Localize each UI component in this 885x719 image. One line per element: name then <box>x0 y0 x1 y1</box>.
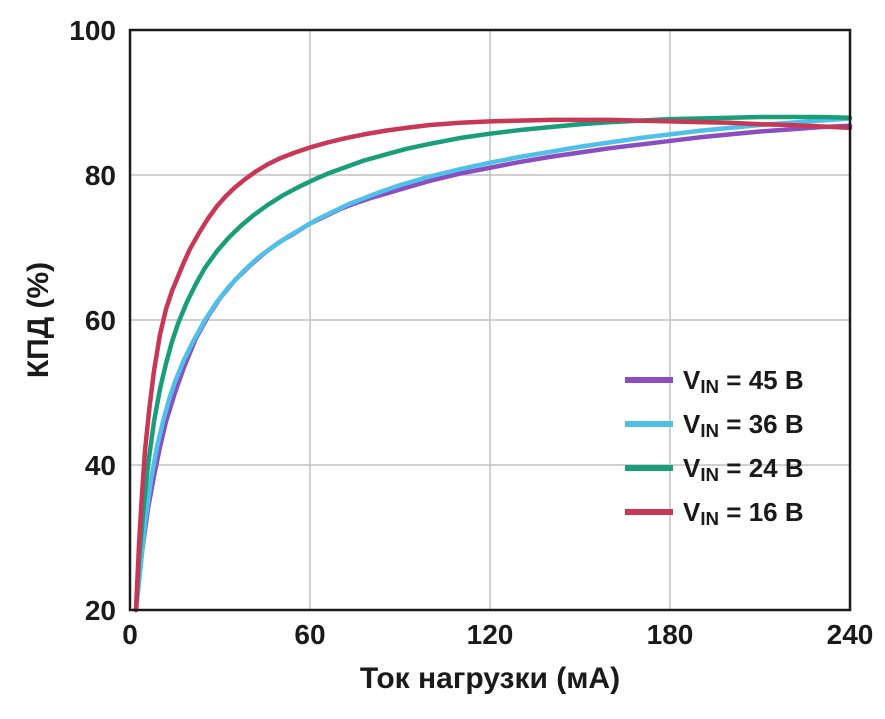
y-tick: 80 <box>85 160 116 191</box>
y-axis-title: КПД (%) <box>22 262 55 378</box>
y-tick: 40 <box>85 450 116 481</box>
x-axis-title: Ток нагрузки (мА) <box>360 662 620 695</box>
x-tick: 180 <box>647 619 694 650</box>
y-tick: 100 <box>69 15 116 46</box>
x-tick: 120 <box>467 619 514 650</box>
y-tick: 20 <box>85 595 116 626</box>
efficiency-chart: 0 60 120 180 240 20 40 60 80 100 Ток нагрузки (мА)… <box>0 0 885 719</box>
x-tick: 0 <box>122 619 138 650</box>
x-tick: 60 <box>294 619 325 650</box>
y-tick: 60 <box>85 305 116 336</box>
x-tick: 240 <box>827 619 874 650</box>
